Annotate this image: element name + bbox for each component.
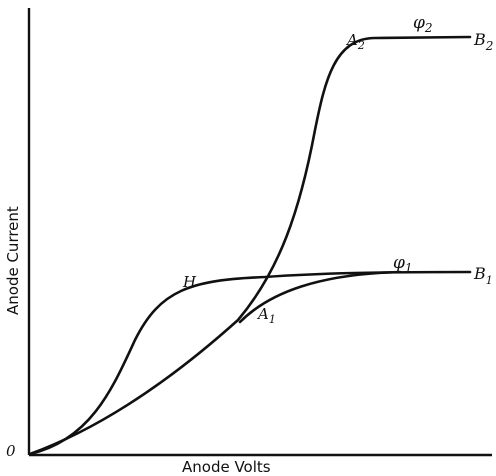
label-a2: A2 — [345, 31, 365, 52]
curve-phi2 — [28, 35, 472, 456]
label-h: H — [182, 273, 197, 291]
y-axis-label: Anode Current — [4, 206, 22, 315]
curve-h — [28, 270, 472, 456]
curve-phi1 — [238, 270, 402, 324]
label-phi1: φ1 — [393, 253, 413, 275]
x-axis-label: Anode Volts — [182, 458, 271, 476]
label-a1: A1 — [256, 305, 276, 326]
origin-label: 0 — [6, 442, 16, 460]
label-b1: B1 — [473, 264, 493, 287]
label-phi2: φ2 — [413, 13, 433, 35]
label-b2: B2 — [473, 30, 493, 53]
